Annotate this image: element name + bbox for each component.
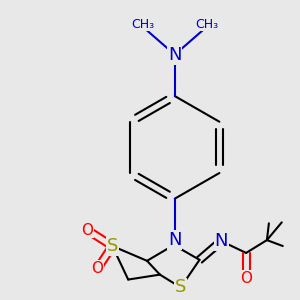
Text: CH₃: CH₃ bbox=[195, 18, 218, 31]
Text: CH₃: CH₃ bbox=[131, 18, 154, 31]
Text: N: N bbox=[168, 231, 182, 249]
Text: O: O bbox=[240, 271, 252, 286]
Text: S: S bbox=[107, 237, 118, 255]
Text: S: S bbox=[175, 278, 186, 296]
Text: O: O bbox=[92, 261, 104, 276]
Text: N: N bbox=[214, 232, 228, 250]
Text: O: O bbox=[82, 223, 94, 238]
Text: N: N bbox=[168, 46, 182, 64]
